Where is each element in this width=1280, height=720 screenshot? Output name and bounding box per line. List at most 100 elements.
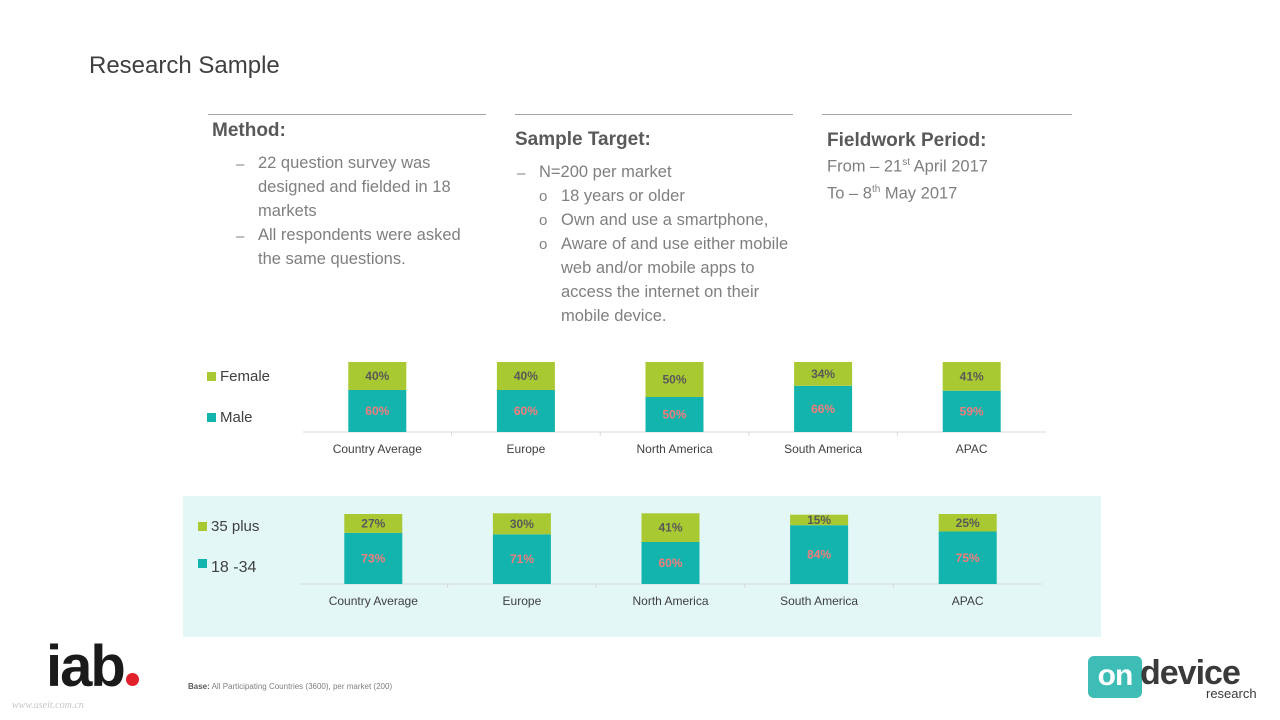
gender-bar-female bbox=[942, 362, 1001, 391]
fieldwork-to-suffix: May 2017 bbox=[880, 184, 958, 203]
age-category-label: South America bbox=[780, 594, 858, 608]
gender-bar-female bbox=[794, 362, 853, 386]
sample-line-1: N=200 per market bbox=[539, 163, 672, 181]
ondevice-logo-device: device bbox=[1140, 654, 1241, 692]
gender-chart: 60% 40% Country Average 60% 40% Europe 50% 50% N… bbox=[303, 362, 1046, 456]
age-label-35-plus: 30% bbox=[510, 517, 534, 531]
gender-label-male: 66% bbox=[811, 402, 835, 416]
gender-category-label: Country Average bbox=[333, 442, 422, 456]
gender-label-male: 60% bbox=[514, 404, 538, 418]
iab-logo-text: iab bbox=[46, 634, 126, 699]
gender-label-female: 40% bbox=[514, 369, 538, 383]
gender-bar-female bbox=[645, 362, 704, 397]
sample-rule bbox=[515, 114, 793, 115]
gender-label-male: 50% bbox=[662, 408, 686, 422]
age-label-18--34: 73% bbox=[361, 551, 385, 565]
fieldwork-to-prefix: To – 8 bbox=[827, 184, 872, 203]
method-heading: Method: bbox=[212, 120, 286, 141]
age-category-label: Country Average bbox=[329, 594, 418, 608]
age-bar-18--34 bbox=[938, 531, 997, 584]
sample-heading: Sample Target: bbox=[515, 129, 651, 150]
legend-female-label: Female bbox=[220, 368, 271, 385]
legend-male-label: Male bbox=[220, 409, 253, 426]
gender-bar-male bbox=[645, 397, 704, 432]
iab-logo-dot bbox=[125, 673, 139, 686]
age-category-label: APAC bbox=[952, 594, 984, 608]
age-bar-18--34 bbox=[344, 532, 403, 584]
age-bar-35-plus bbox=[938, 514, 997, 532]
age-label-18--34: 84% bbox=[807, 548, 831, 562]
sample-line-6: access the internet on their bbox=[561, 283, 760, 301]
iab-logo: iab bbox=[46, 638, 139, 696]
age-bar-18--34 bbox=[641, 542, 700, 584]
fieldwork-to-sup: th bbox=[871, 184, 881, 195]
age-label-18--34: 75% bbox=[956, 551, 980, 565]
method-line-4: All respondents were asked bbox=[258, 226, 461, 244]
sample-line-2: 18 years or older bbox=[561, 187, 685, 205]
fieldwork-from-sup: st bbox=[902, 157, 910, 168]
sample-dash: – bbox=[517, 165, 526, 182]
gender-label-female: 41% bbox=[960, 369, 984, 383]
gender-label-male: 60% bbox=[365, 404, 389, 418]
sample-line-7: mobile device. bbox=[561, 307, 667, 325]
age-bar-35-plus bbox=[344, 514, 403, 533]
gender-bar-female bbox=[496, 362, 555, 390]
legend-18-34-label: 18 -34 bbox=[211, 559, 257, 576]
legend-35plus-swatch bbox=[198, 522, 207, 531]
fieldwork-heading: Fieldwork Period: bbox=[827, 130, 987, 151]
age-bar-35-plus bbox=[641, 513, 700, 542]
age-bar-35-plus bbox=[492, 513, 551, 535]
gender-bar-male bbox=[496, 390, 555, 432]
method-line-5: the same questions. bbox=[258, 250, 406, 268]
method-rule bbox=[208, 114, 486, 115]
fieldwork-from-prefix: From – 21 bbox=[827, 157, 903, 176]
gender-category-label: Europe bbox=[507, 442, 546, 456]
fieldwork-from-suffix: April 2017 bbox=[909, 157, 988, 176]
fieldwork-to: To – 8th May 2017 bbox=[827, 184, 957, 204]
sample-line-3: Own and use a smartphone, bbox=[561, 211, 769, 229]
watermark: www.useit.com.cn bbox=[12, 700, 84, 711]
age-label-35-plus: 15% bbox=[807, 513, 831, 527]
age-category-label: Europe bbox=[503, 594, 542, 608]
legend-male-swatch bbox=[207, 413, 216, 422]
ondevice-logo-on: on bbox=[1088, 656, 1142, 698]
age-bar-18--34 bbox=[790, 525, 849, 584]
method-line-2: designed and fielded in 18 bbox=[258, 178, 451, 196]
age-label-35-plus: 27% bbox=[361, 516, 385, 530]
sample-bullet-3: o bbox=[539, 236, 548, 253]
gender-label-female: 34% bbox=[811, 367, 835, 381]
fieldwork-from: From – 21st April 2017 bbox=[827, 157, 988, 177]
legend-35plus-label: 35 plus bbox=[211, 518, 260, 535]
sample-line-4: Aware of and use either mobile bbox=[561, 235, 789, 253]
gender-bar-male bbox=[348, 390, 407, 432]
footer-base-note: Base: All Participating Countries (3600)… bbox=[188, 682, 392, 691]
gender-label-male: 59% bbox=[960, 404, 984, 418]
sample-bullet-1: o bbox=[539, 188, 548, 205]
legend-18-34-swatch bbox=[198, 559, 207, 568]
age-label-18--34: 71% bbox=[510, 552, 534, 566]
age-chart: 73% 27% Country Average 71% 30% Europe 60% 41% N… bbox=[299, 513, 1042, 608]
gender-label-female: 50% bbox=[662, 373, 686, 387]
age-bar-18--34 bbox=[492, 534, 551, 584]
footer-base-label: Base: bbox=[188, 682, 210, 691]
age-label-35-plus: 41% bbox=[658, 521, 682, 535]
gender-category-label: North America bbox=[636, 442, 712, 456]
page-title: Research Sample bbox=[89, 52, 280, 79]
gender-bar-female bbox=[348, 362, 407, 390]
gender-bar-male bbox=[942, 390, 1001, 432]
method-dash-2: – bbox=[236, 228, 245, 245]
age-category-label: North America bbox=[632, 594, 708, 608]
footer-base-text: All Participating Countries (3600), per … bbox=[209, 682, 393, 691]
ondevice-logo-research: research bbox=[1206, 686, 1257, 701]
method-line-3: markets bbox=[258, 202, 317, 220]
sample-line-5: web and/or mobile apps to bbox=[561, 259, 755, 277]
method-dash-1: – bbox=[236, 156, 245, 173]
gender-category-label: South America bbox=[784, 442, 862, 456]
age-bar-35-plus bbox=[790, 514, 849, 526]
sample-bullet-2: o bbox=[539, 212, 548, 229]
age-label-35-plus: 25% bbox=[956, 516, 980, 530]
age-label-18--34: 60% bbox=[658, 556, 682, 570]
gender-bar-male bbox=[794, 385, 853, 432]
method-line-1: 22 question survey was bbox=[258, 154, 431, 172]
legend-female-swatch bbox=[207, 372, 216, 381]
